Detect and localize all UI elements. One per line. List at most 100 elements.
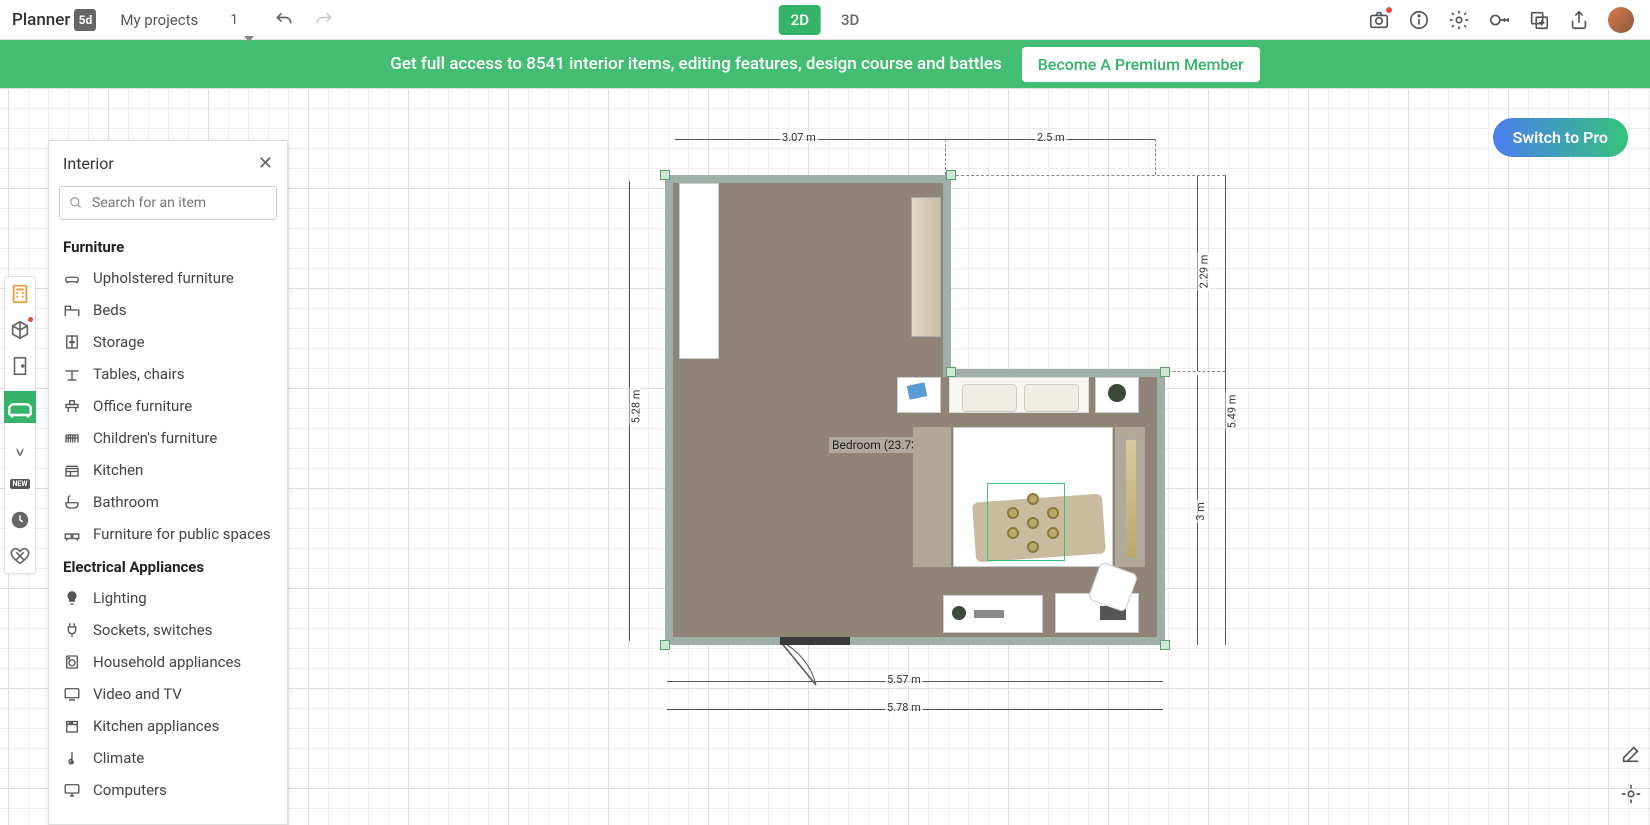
category-item-kitchen-app[interactable]: Kitchen appliances — [63, 710, 283, 742]
chandelier-bulb-icon — [1007, 507, 1019, 519]
search-icon — [69, 196, 83, 210]
furniture-nightstand[interactable] — [1095, 377, 1139, 413]
dim-dash — [1155, 139, 1156, 175]
rail-heart-icon[interactable] — [9, 545, 31, 567]
panel-category-list[interactable]: Furniture Upholstered furniture Beds Sto… — [49, 230, 287, 824]
rail-calculator-icon[interactable] — [9, 283, 31, 305]
rail-interior-icon[interactable] — [4, 391, 36, 423]
furniture-chandelier[interactable] — [1003, 493, 1063, 553]
corner-handle[interactable] — [946, 367, 956, 377]
chandelier-bulb-icon — [1047, 527, 1059, 539]
gear-icon[interactable] — [1448, 9, 1470, 31]
category-item-video[interactable]: Video and TV — [63, 678, 283, 710]
switch-to-pro-button[interactable]: Switch to Pro — [1493, 118, 1628, 157]
category-item-office[interactable]: Office furniture — [63, 390, 283, 422]
category-item-computers[interactable]: Computers — [63, 774, 283, 806]
edit-icon[interactable] — [1620, 743, 1642, 765]
category-item-label: Bathroom — [93, 493, 159, 511]
panel-header: Interior ✕ — [49, 141, 287, 186]
corner-handle[interactable] — [660, 640, 670, 650]
dim-label-top-right: 2.5 m — [1035, 131, 1067, 144]
screenshot-icon[interactable] — [1368, 9, 1390, 31]
door[interactable] — [780, 637, 850, 687]
topbar-right-icons — [1352, 7, 1650, 33]
plant-icon — [1108, 384, 1126, 402]
category-item-climate[interactable]: Climate — [63, 742, 283, 774]
dim-label-right-inner: 3 m — [1194, 500, 1207, 523]
category-item-lighting[interactable]: Lighting — [63, 582, 283, 614]
canvas-fab-stack — [1620, 743, 1642, 805]
logo-text: Planner — [12, 10, 70, 30]
logo[interactable]: Planner 5d — [0, 9, 108, 31]
book-icon — [907, 382, 928, 399]
category-item-beds[interactable]: Beds — [63, 294, 283, 326]
duplicate-icon[interactable] — [1528, 9, 1550, 31]
chandelier-bulb-icon — [1027, 493, 1039, 505]
search-input[interactable] — [59, 186, 277, 220]
floor-plan[interactable]: 3.07 m 2.5 m 5.28 m 2.29 m 5.49 m 3 m 5.… — [665, 175, 1165, 650]
category-item-storage[interactable]: Storage — [63, 326, 283, 358]
chandelier-bulb-icon — [1027, 517, 1039, 529]
category-item-kitchen[interactable]: Kitchen — [63, 454, 283, 486]
category-item-public[interactable]: Furniture for public spaces — [63, 518, 283, 550]
rail-plant-icon[interactable] — [9, 437, 31, 459]
panel-close-icon[interactable]: ✕ — [258, 153, 273, 174]
category-header: Electrical Appliances — [63, 550, 283, 582]
rug[interactable] — [913, 427, 951, 567]
furniture-closet[interactable] — [679, 183, 719, 359]
view-3d-button[interactable]: 3D — [829, 5, 871, 35]
view-2d-button[interactable]: 2D — [779, 5, 821, 35]
tool-rail: NEW — [4, 276, 36, 574]
category-item-label: Kitchen — [93, 461, 143, 479]
avatar[interactable] — [1608, 7, 1634, 33]
project-number-dropdown[interactable]: 1 — [210, 12, 258, 28]
corner-handle[interactable] — [946, 170, 956, 180]
redo-icon[interactable] — [314, 10, 334, 30]
category-item-label: Computers — [93, 781, 167, 799]
decor-icon — [952, 606, 966, 620]
category-item-label: Beds — [93, 301, 127, 319]
category-item-bathroom[interactable]: Bathroom — [63, 486, 283, 518]
decor-icon — [974, 610, 1004, 618]
furniture-desk[interactable] — [943, 595, 1043, 633]
dim-label-left: 5.28 m — [629, 388, 642, 426]
category-item-tables[interactable]: Tables, chairs — [63, 358, 283, 390]
dim-label-right-main: 5.49 m — [1225, 393, 1238, 431]
category-item-sockets[interactable]: Sockets, switches — [63, 614, 283, 646]
furniture-floorlamp[interactable] — [1125, 439, 1137, 559]
pillow-icon — [962, 384, 1017, 412]
category-item-upholstered[interactable]: Upholstered furniture — [63, 262, 283, 294]
category-item-household[interactable]: Household appliances — [63, 646, 283, 678]
share-icon[interactable] — [1568, 9, 1590, 31]
category-item-children[interactable]: Children's furniture — [63, 422, 283, 454]
ruler-icon[interactable] — [1488, 9, 1510, 31]
promo-banner: Get full access to 8541 interior items, … — [0, 40, 1650, 88]
dim-dash — [1163, 371, 1225, 372]
corner-handle[interactable] — [1160, 367, 1170, 377]
panel-title: Interior — [63, 154, 114, 173]
rail-door-icon[interactable] — [9, 355, 31, 377]
rail-history-icon[interactable] — [9, 509, 31, 531]
info-icon[interactable] — [1408, 9, 1430, 31]
corner-handle[interactable] — [660, 170, 670, 180]
category-item-label: Children's furniture — [93, 429, 217, 447]
corner-handle[interactable] — [1160, 640, 1170, 650]
chandelier-bulb-icon — [1047, 507, 1059, 519]
logo-cube-icon: 5d — [74, 9, 96, 31]
dim-label-bottom-inner: 5.57 m — [885, 673, 923, 686]
recenter-icon[interactable] — [1620, 783, 1642, 805]
interior-panel: Interior ✕ Furniture Upholstered furnitu… — [48, 140, 288, 825]
category-item-label: Sockets, switches — [93, 621, 212, 639]
my-projects-link[interactable]: My projects — [108, 11, 210, 29]
furniture-headboard[interactable] — [949, 377, 1089, 413]
category-item-label: Furniture for public spaces — [93, 525, 271, 543]
premium-cta-button[interactable]: Become A Premium Member — [1022, 47, 1260, 82]
rail-3dcube-icon[interactable] — [9, 319, 31, 341]
bed-area — [943, 377, 1153, 637]
rail-new-badge[interactable]: NEW — [9, 473, 31, 495]
furniture-wardrobe[interactable] — [911, 197, 941, 337]
undo-icon[interactable] — [274, 10, 294, 30]
promo-text: Get full access to 8541 interior items, … — [390, 54, 1001, 74]
furniture-nightstand[interactable] — [897, 377, 941, 413]
category-item-label: Lighting — [93, 589, 147, 607]
